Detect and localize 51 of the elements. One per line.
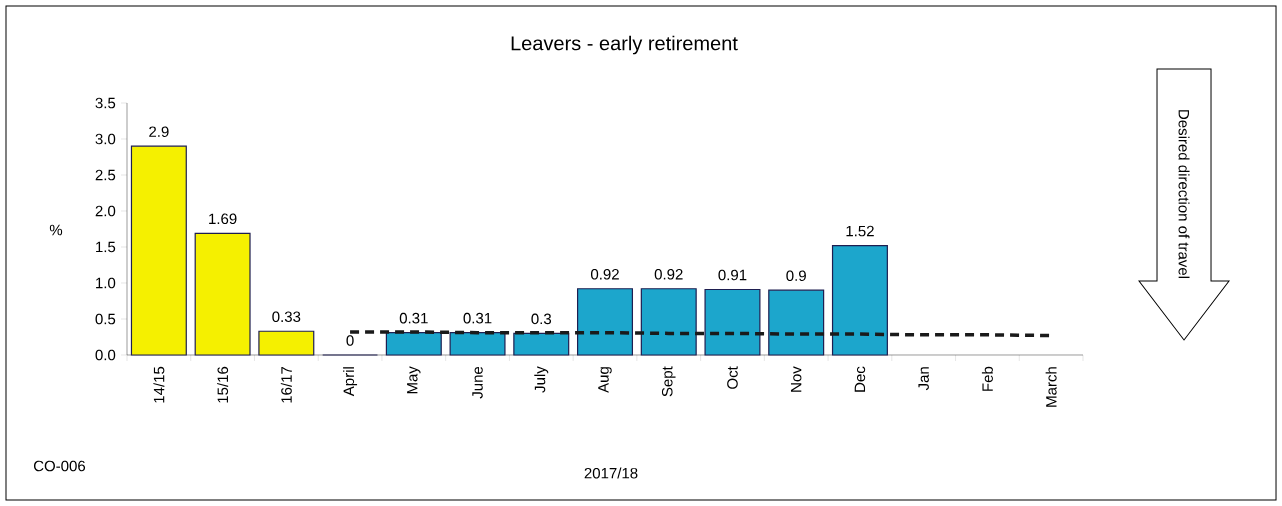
data-label: 1.69 xyxy=(209,213,237,225)
data-label: 0.31 xyxy=(399,312,428,324)
x-tick-label: 15/16 xyxy=(217,366,229,403)
bar xyxy=(577,288,634,356)
y-tick-label: 2.5 xyxy=(95,169,116,181)
x-tick-label: Dec xyxy=(854,366,866,392)
x-tick-label: 16/17 xyxy=(280,366,292,403)
data-label: 0.92 xyxy=(654,268,683,280)
y-tick-label: 2.0 xyxy=(95,205,116,217)
text: CO-006 xyxy=(33,460,86,472)
data-label: 0 xyxy=(346,335,354,346)
x-tick-label: Oct xyxy=(727,366,738,389)
bar xyxy=(194,232,251,356)
x-tick-label: May xyxy=(407,366,421,394)
data-label: 0.9 xyxy=(786,270,806,281)
y-tick-label: 1.5 xyxy=(96,241,116,253)
bar xyxy=(640,288,697,356)
bar xyxy=(130,145,187,356)
y-tick-label: 1.0 xyxy=(96,277,116,289)
x-tick-label: July xyxy=(534,366,549,393)
bar xyxy=(513,332,570,356)
data-label: 0.92 xyxy=(590,268,619,280)
data-label: 0.91 xyxy=(718,269,747,281)
x-tick-label: Nov xyxy=(790,366,802,392)
bar xyxy=(385,332,442,356)
data-label: 0.31 xyxy=(463,312,492,324)
x-tick-label: Aug xyxy=(598,367,612,393)
x-tick-label: Jan xyxy=(918,367,929,391)
data-label: 2.9 xyxy=(149,126,169,137)
y-tick-label: 0.0 xyxy=(95,349,116,361)
bar xyxy=(449,332,506,356)
x-axis-title: 2017/18 xyxy=(584,467,638,479)
bar xyxy=(704,288,761,356)
text: Desired direction of travel xyxy=(1178,110,1190,278)
x-tick-label: Sept xyxy=(661,366,676,397)
bar xyxy=(831,244,888,356)
x-tick-label: April xyxy=(343,367,358,397)
x-tick-label: June xyxy=(472,366,483,399)
data-label: 0.33 xyxy=(272,311,301,323)
x-tick-label: Feb xyxy=(981,366,993,391)
x-tick-label: 14/15 xyxy=(153,366,165,403)
data-label: 0.3 xyxy=(531,313,552,325)
x-tick-label: March xyxy=(1045,367,1057,407)
bar xyxy=(768,289,825,356)
bar xyxy=(258,330,315,356)
y-tick-label: 3.0 xyxy=(95,133,116,145)
chart-title: Leavers - early retirement xyxy=(511,35,738,55)
y-tick-label: 3.5 xyxy=(95,97,116,109)
data-label: 1.52 xyxy=(846,225,874,237)
y-tick-label: 0.5 xyxy=(95,313,116,325)
y-axis-title: % xyxy=(49,224,63,236)
